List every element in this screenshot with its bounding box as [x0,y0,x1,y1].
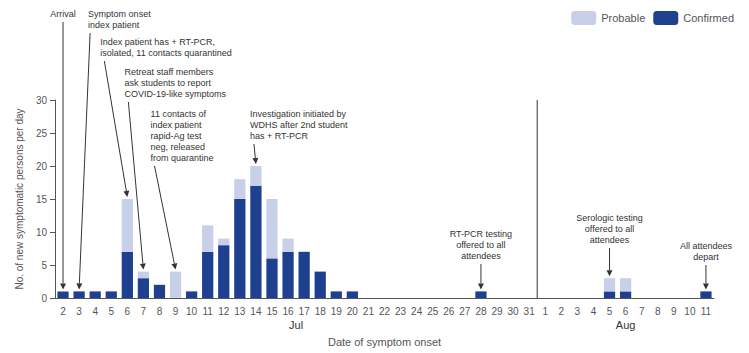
svg-text:29: 29 [491,306,503,317]
svg-text:5: 5 [607,306,613,317]
svg-text:from quarantine: from quarantine [151,153,214,163]
svg-text:depart: depart [693,252,719,262]
svg-text:10: 10 [36,227,48,238]
svg-text:26: 26 [443,306,455,317]
svg-text:Symptom onset: Symptom onset [88,9,151,19]
svg-text:Index patient has + RT-PCR,: Index patient has + RT-PCR, [100,37,215,47]
svg-text:Jul: Jul [289,319,303,331]
svg-text:27: 27 [459,306,471,317]
svg-text:Probable: Probable [601,12,645,24]
svg-text:2: 2 [559,306,565,317]
svg-text:11: 11 [701,306,712,317]
svg-text:30: 30 [36,95,48,106]
svg-text:isolated, 11 contacts quaranti: isolated, 11 contacts quarantined [100,48,231,58]
svg-text:Arrival: Arrival [50,9,76,19]
svg-text:Retreat staff members: Retreat staff members [124,67,213,77]
svg-text:RT-PCR testing: RT-PCR testing [450,229,512,239]
svg-text:attendees: attendees [461,251,501,261]
svg-text:9: 9 [671,306,677,317]
svg-text:17: 17 [299,306,311,317]
svg-text:24: 24 [411,306,423,317]
svg-text:11 contacts of: 11 contacts of [151,109,207,119]
svg-text:6: 6 [623,306,629,317]
svg-text:Aug: Aug [616,319,636,331]
svg-text:5: 5 [108,306,114,317]
svg-text:7: 7 [141,306,147,317]
svg-text:Investigation initiated by: Investigation initiated by [250,109,347,119]
svg-text:Serologic testing: Serologic testing [576,213,643,223]
svg-text:21: 21 [363,306,375,317]
svg-text:19: 19 [331,306,343,317]
svg-text:15: 15 [266,306,278,317]
svg-text:7: 7 [639,306,645,317]
svg-text:25: 25 [427,306,439,317]
svg-text:offered to all: offered to all [585,224,634,234]
svg-text:offered to all: offered to all [456,240,505,250]
svg-text:13: 13 [234,306,246,317]
svg-text:3: 3 [575,306,581,317]
svg-text:16: 16 [282,306,294,317]
svg-text:has + RT-PCR: has + RT-PCR [250,131,309,141]
svg-text:index patient: index patient [88,20,140,30]
svg-text:10: 10 [186,306,198,317]
svg-text:No. of new symptomatic persons: No. of new symptomatic persons per day [14,108,25,289]
svg-text:0: 0 [41,293,47,304]
svg-text:1: 1 [542,306,548,317]
svg-text:9: 9 [173,306,179,317]
svg-text:COVID-19-like symptoms: COVID-19-like symptoms [124,89,226,99]
svg-text:14: 14 [250,306,262,317]
svg-text:attendees: attendees [590,235,630,245]
svg-text:22: 22 [379,306,391,317]
svg-text:4: 4 [591,306,597,317]
svg-text:10: 10 [684,306,696,317]
svg-text:neg, released: neg, released [151,142,206,152]
svg-text:25: 25 [36,128,48,139]
svg-text:Confirmed: Confirmed [683,12,734,24]
svg-text:ask students to report: ask students to report [124,78,211,88]
svg-text:15: 15 [36,194,48,205]
svg-text:30: 30 [508,306,520,317]
svg-text:Date of symptom onset: Date of symptom onset [328,336,441,348]
svg-text:All attendees: All attendees [680,241,733,251]
svg-text:18: 18 [315,306,327,317]
svg-text:28: 28 [475,306,487,317]
svg-text:8: 8 [655,306,661,317]
svg-text:8: 8 [157,306,163,317]
svg-text:rapid-Ag test: rapid-Ag test [151,131,203,141]
svg-text:23: 23 [395,306,407,317]
svg-text:4: 4 [92,306,98,317]
svg-text:6: 6 [125,306,131,317]
svg-text:5: 5 [41,260,47,271]
svg-text:20: 20 [36,161,48,172]
svg-text:WDHS after 2nd student: WDHS after 2nd student [250,120,348,130]
svg-text:31: 31 [524,306,536,317]
svg-text:12: 12 [218,306,230,317]
svg-text:20: 20 [347,306,359,317]
svg-text:11: 11 [202,306,213,317]
svg-text:3: 3 [76,306,82,317]
svg-text:index patient: index patient [151,120,203,130]
svg-text:2: 2 [60,306,66,317]
